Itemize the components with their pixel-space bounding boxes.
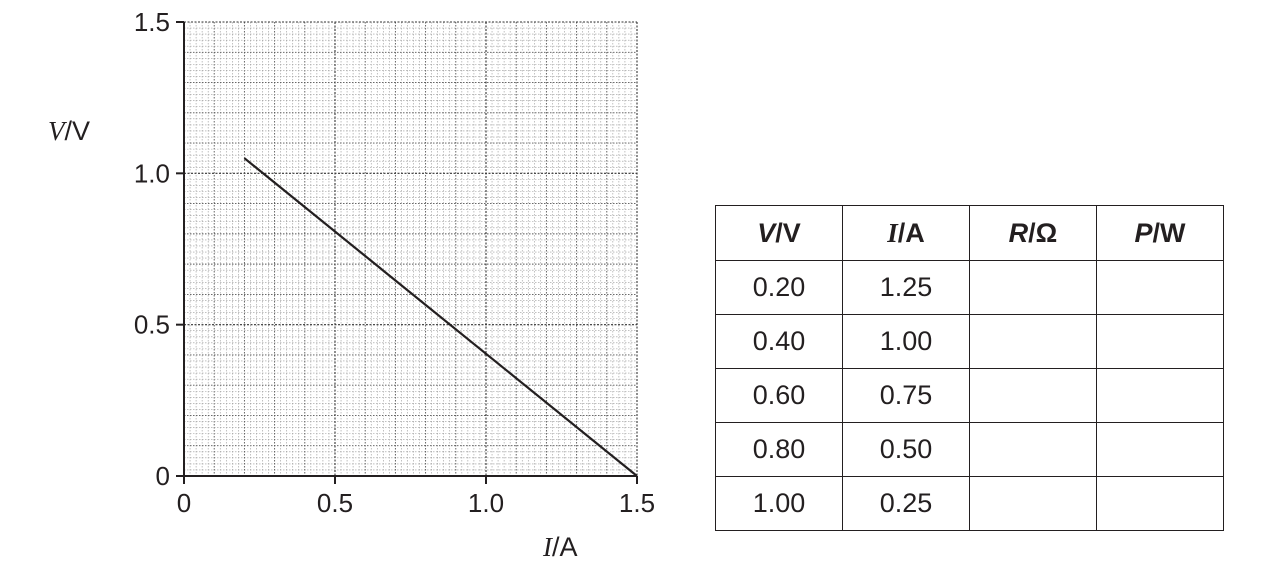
header-voltage: V/V xyxy=(715,205,843,261)
table-header-row: V/V I/A R/Ω P/W xyxy=(715,205,1224,261)
cell-power[interactable] xyxy=(1096,476,1224,531)
cell-resistance[interactable] xyxy=(969,476,1097,531)
y-axis-label: V/V xyxy=(48,116,90,146)
cell-resistance[interactable] xyxy=(969,368,1097,423)
cell-current: 0.50 xyxy=(842,422,970,477)
cell-voltage: 0.20 xyxy=(715,260,843,315)
y-tick-label: 1.5 xyxy=(134,7,170,37)
cell-current: 0.25 xyxy=(842,476,970,531)
x-tick-label: 1.0 xyxy=(468,488,504,518)
graph-panel: 0 0.5 1.0 1.5 0 0.5 1.0 1.5 V/V I/A xyxy=(48,7,655,562)
cell-power[interactable] xyxy=(1096,422,1224,477)
cell-resistance[interactable] xyxy=(969,314,1097,369)
table-row: 0.80 0.50 xyxy=(715,422,1224,477)
cell-voltage: 1.00 xyxy=(715,476,843,531)
cell-current: 0.75 xyxy=(842,368,970,423)
cell-power[interactable] xyxy=(1096,368,1224,423)
cell-resistance[interactable] xyxy=(969,260,1097,315)
y-tick-label: 0 xyxy=(156,461,170,491)
cell-current: 1.25 xyxy=(842,260,970,315)
cell-current: 1.00 xyxy=(842,314,970,369)
cell-voltage: 0.40 xyxy=(715,314,843,369)
cell-voltage: 0.60 xyxy=(715,368,843,423)
table-row: 1.00 0.25 xyxy=(715,476,1224,531)
x-tick-label: 1.5 xyxy=(619,488,655,518)
cell-power[interactable] xyxy=(1096,260,1224,315)
table-row: 0.40 1.00 xyxy=(715,314,1224,369)
v-i-graph: 0 0.5 1.0 1.5 0 0.5 1.0 1.5 V/V I/A xyxy=(48,7,655,562)
cell-power[interactable] xyxy=(1096,314,1224,369)
header-power: P/W xyxy=(1096,205,1224,261)
header-resistance: R/Ω xyxy=(969,205,1097,261)
cell-voltage: 0.80 xyxy=(715,422,843,477)
results-table: V/V I/A R/Ω P/W 0.20 1.25 0.40 1.00 0.60… xyxy=(715,205,1224,531)
y-tick-label: 1.0 xyxy=(134,158,170,188)
table-row: 0.60 0.75 xyxy=(715,368,1224,423)
x-axis-label: I/A xyxy=(542,532,578,562)
x-tick-label: 0.5 xyxy=(317,488,353,518)
cell-resistance[interactable] xyxy=(969,422,1097,477)
x-tick-label: 0 xyxy=(177,488,191,518)
y-tick-label: 0.5 xyxy=(134,310,170,340)
header-current: I/A xyxy=(842,205,970,261)
table-row: 0.20 1.25 xyxy=(715,260,1224,315)
series-line xyxy=(243,157,638,477)
